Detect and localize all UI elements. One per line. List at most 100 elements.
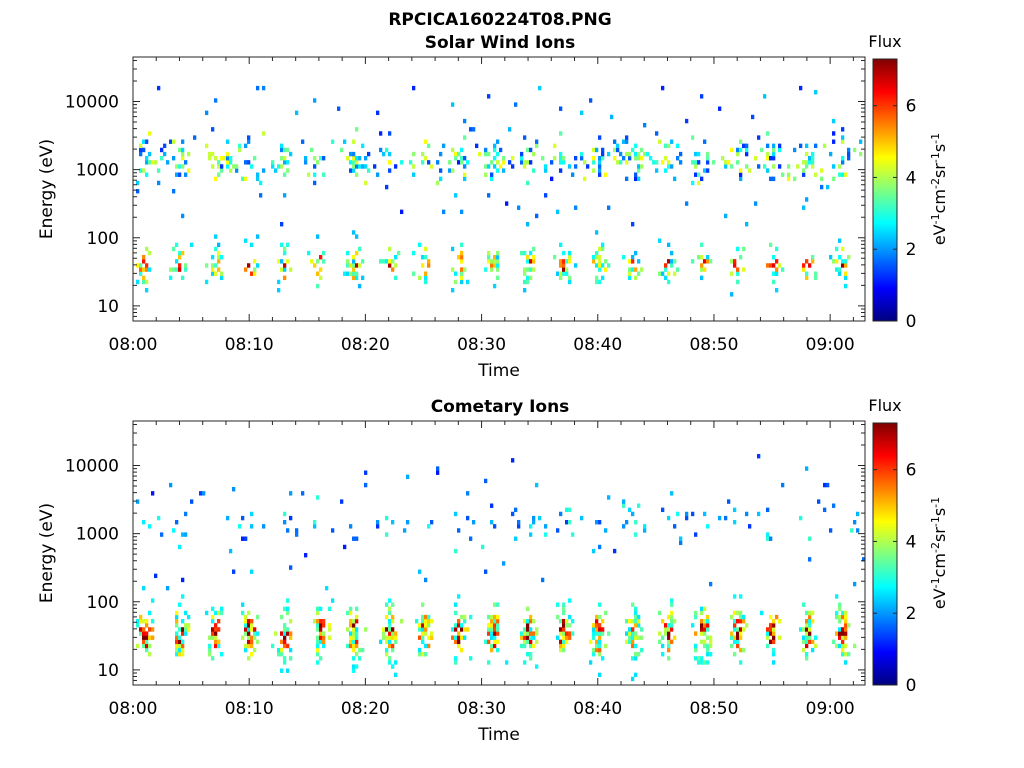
heatmap-cell: [283, 193, 287, 198]
heatmap-cell: [460, 250, 464, 256]
heatmap-cell: [706, 619, 710, 624]
heatmap-cell: [493, 263, 497, 268]
heatmap-cell: [691, 135, 695, 140]
heatmap-cell: [418, 627, 422, 632]
heatmap-cell: [523, 271, 527, 276]
heatmap-cell: [739, 647, 743, 653]
heatmap-cell: [607, 263, 611, 268]
heatmap-cell: [211, 164, 215, 169]
heatmap-cell: [454, 660, 458, 665]
heatmap-cell: [418, 623, 422, 628]
heatmap-cell: [829, 528, 833, 533]
heatmap-cell: [661, 507, 665, 513]
heatmap-cell: [331, 139, 335, 144]
heatmap-cell: [808, 536, 812, 541]
heatmap-cell: [388, 263, 392, 268]
heatmap-cell: [139, 271, 143, 276]
heatmap-cell: [346, 271, 350, 276]
heatmap-cell: [739, 147, 743, 153]
heatmap-cell: [523, 160, 527, 165]
heatmap-cell: [160, 147, 164, 153]
heatmap-cell: [505, 660, 509, 665]
heatmap-cell: [658, 271, 662, 276]
heatmap-cell: [595, 230, 599, 235]
heatmap-cell: [319, 255, 323, 260]
x-tick-label: 09:00: [806, 699, 855, 719]
heatmap-cell: [301, 491, 305, 496]
heatmap-cell: [142, 635, 146, 640]
heatmap-cell: [838, 627, 842, 632]
heatmap-cell: [760, 147, 764, 153]
heatmap-cell: [607, 205, 611, 210]
colorbar-units: eV-1cm-2sr-1s-1: [929, 133, 950, 245]
heatmap-cell: [181, 213, 185, 219]
heatmap-cell: [628, 259, 632, 264]
heatmap-cell: [772, 176, 776, 182]
heatmap-cell: [316, 635, 320, 640]
heatmap-cell: [805, 259, 809, 264]
heatmap-cell: [841, 631, 845, 636]
heatmap-cell: [526, 147, 530, 153]
heatmap-cell: [631, 635, 635, 640]
heatmap-cell: [559, 619, 563, 624]
heatmap-cell: [289, 151, 293, 157]
y-tick-label: 100: [87, 593, 119, 613]
heatmap-cell: [634, 614, 638, 620]
heatmap-cell: [772, 627, 776, 632]
heatmap-cell: [361, 259, 365, 264]
heatmap-cell: [799, 85, 803, 91]
heatmap-cell: [667, 164, 671, 169]
heatmap-cell: [316, 652, 320, 657]
heatmap-cell: [439, 168, 443, 173]
heatmap-cell: [631, 222, 635, 227]
heatmap-cell: [634, 275, 638, 281]
heatmap-cell: [436, 470, 440, 475]
heatmap-cell: [631, 619, 635, 624]
heatmap-cell: [496, 627, 500, 632]
heatmap-cell: [385, 652, 389, 657]
heatmap-cell: [526, 631, 530, 636]
heatmap-cell: [631, 631, 635, 636]
heatmap-cell: [385, 602, 389, 607]
heatmap-cell: [439, 151, 443, 157]
heatmap-cell: [730, 271, 734, 276]
heatmap-cell: [562, 627, 566, 632]
colorbar-tick-label: 0: [906, 312, 917, 332]
heatmap-cell: [724, 515, 728, 521]
heatmap-cell: [244, 267, 248, 272]
heatmap-cell: [766, 536, 770, 541]
heatmap-cell: [280, 614, 284, 620]
heatmap-cell: [397, 250, 401, 256]
heatmap-cell: [829, 255, 833, 260]
heatmap-cell: [742, 647, 746, 653]
heatmap-cell: [427, 259, 431, 264]
heatmap-cell: [451, 635, 455, 640]
heatmap-cell: [250, 524, 254, 529]
heatmap-cell: [559, 160, 563, 165]
heatmap-cell: [814, 635, 818, 640]
heatmap-cell: [598, 267, 602, 272]
heatmap-cell: [442, 209, 446, 215]
heatmap-cell: [670, 639, 674, 645]
heatmap-cell: [412, 271, 416, 276]
heatmap-cell: [739, 255, 743, 260]
heatmap-cell: [568, 598, 572, 603]
heatmap-cell: [349, 168, 353, 173]
heatmap-cell: [355, 275, 359, 281]
heatmap-cell: [526, 627, 530, 632]
heatmap-cell: [250, 635, 254, 640]
heatmap-cell: [358, 156, 362, 161]
heatmap-cell: [319, 623, 323, 628]
heatmap-cell: [238, 147, 242, 153]
heatmap-cell: [592, 259, 596, 264]
heatmap-cell: [694, 656, 698, 661]
heatmap-cell: [217, 643, 221, 649]
heatmap-cell: [247, 160, 251, 165]
heatmap-cell: [208, 652, 212, 657]
heatmap-cell: [742, 246, 746, 252]
heatmap-cell: [355, 639, 359, 645]
heatmap-cell: [667, 279, 671, 285]
heatmap-cell: [352, 259, 356, 264]
heatmap-cell: [730, 164, 734, 169]
heatmap-cell: [424, 279, 428, 285]
